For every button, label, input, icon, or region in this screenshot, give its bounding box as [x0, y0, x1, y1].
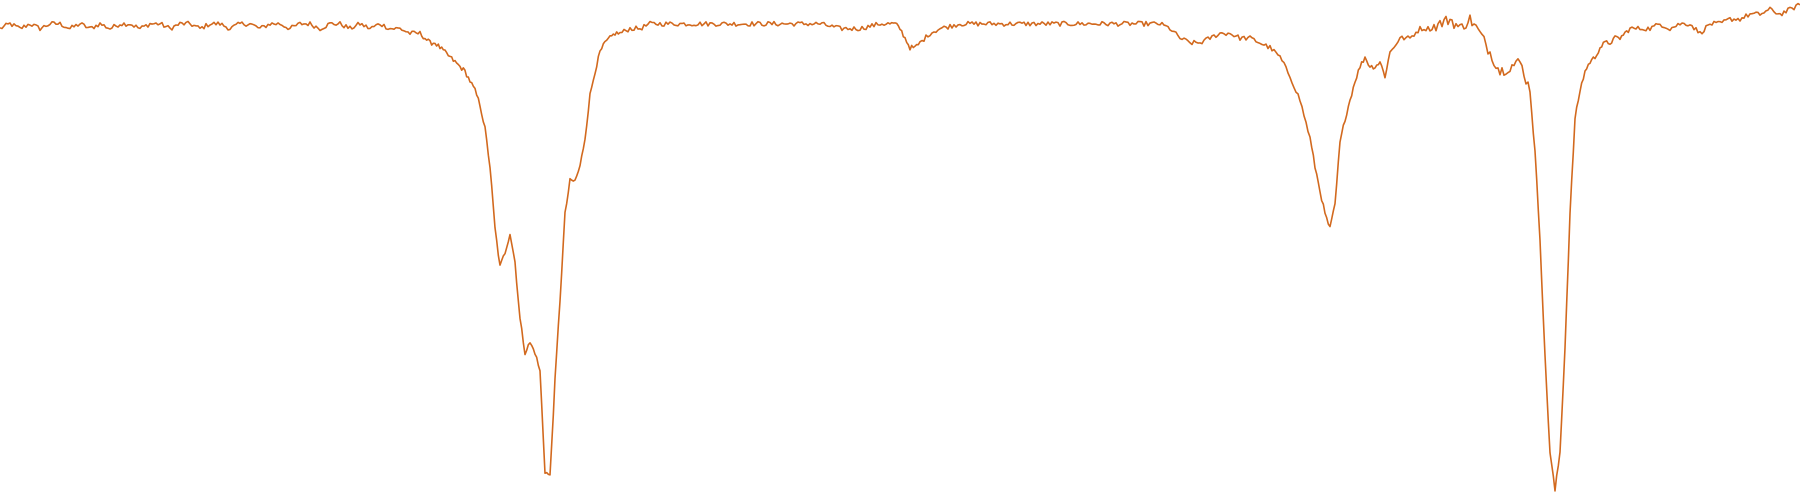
plot-area: [0, 2, 1800, 492]
spectrum-chart: [0, 2, 1800, 492]
chart-container: [0, 2, 1800, 492]
series-line-0: [0, 2, 1800, 492]
